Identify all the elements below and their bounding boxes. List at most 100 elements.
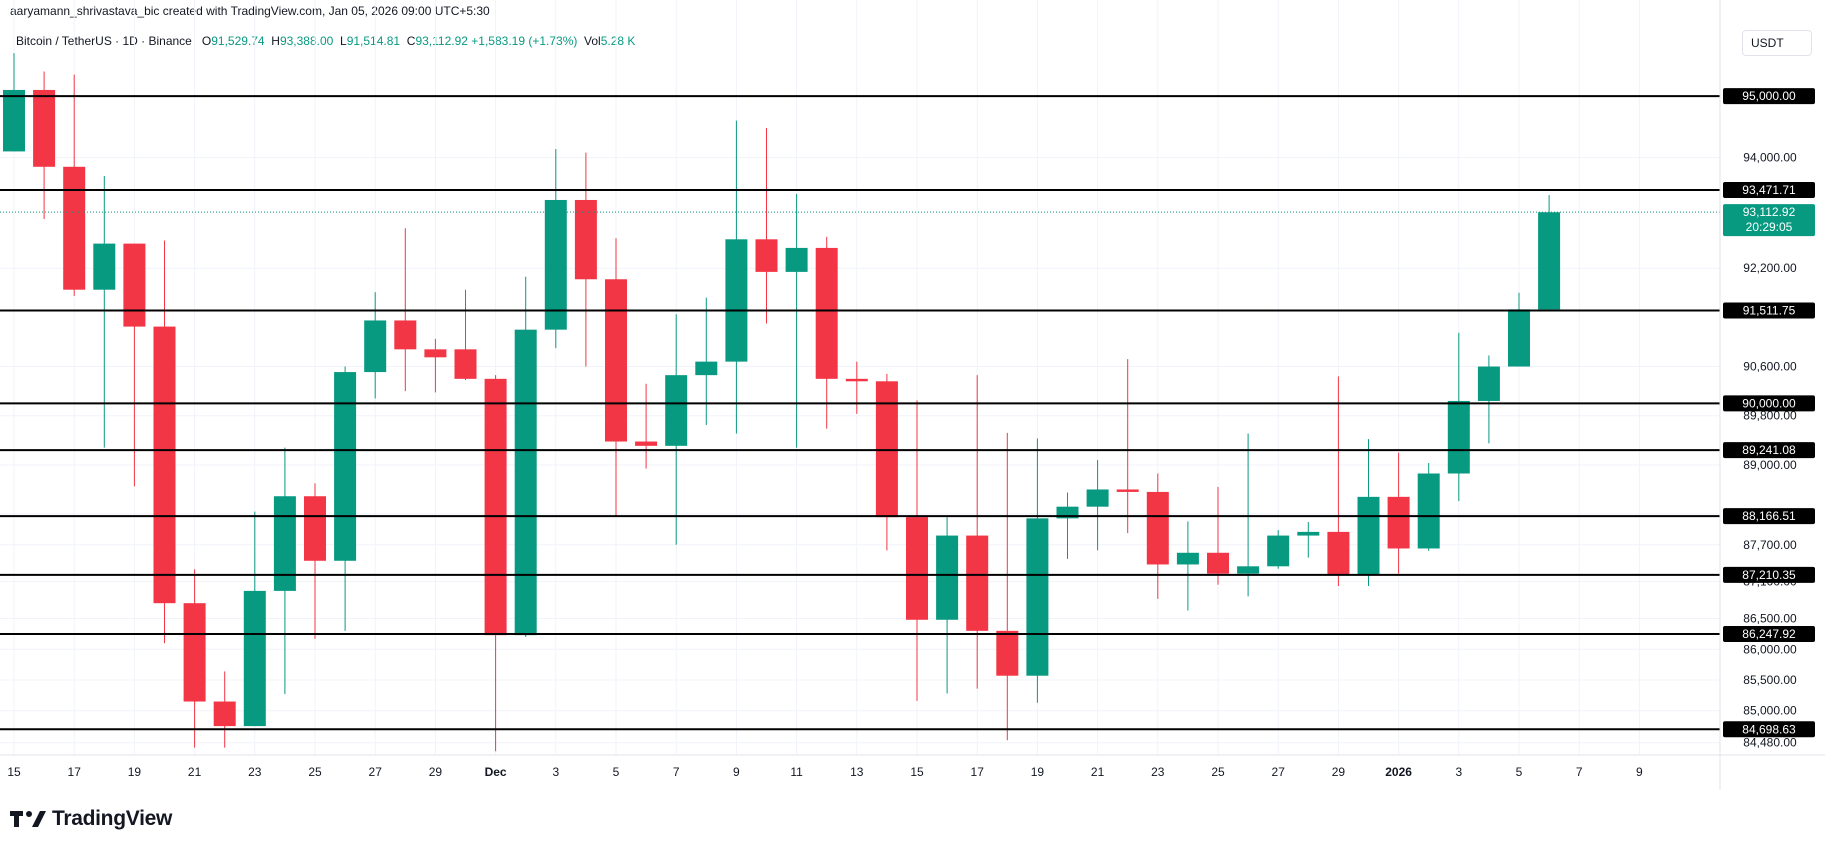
x-tick-label-17: 19 (1031, 765, 1045, 779)
candle-51 (1538, 195, 1561, 311)
candle-17 (514, 276, 537, 637)
candle-body-38 (1146, 491, 1169, 565)
candle-body-22 (665, 375, 688, 446)
level-label-bg-7 (1723, 626, 1815, 643)
x-tick-label-22: 29 (1332, 765, 1346, 779)
candle-body-43 (1297, 531, 1320, 536)
y-tick-label-2: 90,600.00 (1743, 360, 1797, 374)
x-tick-label-7: 29 (429, 765, 443, 779)
currency-button[interactable]: USDT (1742, 30, 1812, 56)
level-label-3: 90,000.00 (1742, 396, 1796, 410)
x-tick-label-9: 3 (552, 765, 559, 779)
candle-body-18 (544, 199, 567, 330)
candle-43 (1297, 522, 1320, 558)
candle-body-48 (1447, 400, 1470, 474)
candle-19 (574, 152, 597, 367)
legend-close: 93,112.92 (415, 34, 468, 48)
candle-body-32 (966, 535, 989, 631)
candle-11 (334, 366, 357, 631)
legend-vol-label: Vol (584, 34, 601, 48)
tradingview-logo-text: TradingView (52, 807, 173, 830)
legend-high: 93,388.00 (279, 34, 334, 48)
candle-13 (394, 228, 417, 392)
candle-body-17 (514, 329, 537, 636)
level-label-5: 88,166.51 (1742, 509, 1796, 523)
candle-body-16 (484, 378, 507, 636)
x-tick-label-15: 15 (910, 765, 924, 779)
level-label-bg-4 (1723, 442, 1815, 459)
x-tick-label-21: 27 (1272, 765, 1286, 779)
candle-layer (3, 53, 1561, 752)
candle-6 (183, 569, 206, 748)
candle-34 (1026, 438, 1049, 703)
candle-27 (815, 236, 838, 429)
level-label-bg-1 (1723, 182, 1815, 199)
x-tick-label-10: 5 (613, 765, 620, 779)
candle-body-30 (906, 517, 928, 620)
candle-33 (996, 432, 1019, 741)
candle-body-1 (33, 89, 56, 167)
candle-body-6 (183, 603, 206, 702)
x-tick-label-23: 2026 (1385, 765, 1412, 779)
candle-body-19 (574, 199, 597, 280)
candle-body-44 (1327, 531, 1350, 575)
x-tick-label-16: 17 (971, 765, 985, 779)
candle-body-29 (875, 381, 898, 518)
current-price-label: 93,112.92 (1743, 205, 1796, 219)
candle-1 (33, 71, 56, 220)
level-label-8: 84,698.63 (1742, 722, 1796, 736)
candle-body-36 (1086, 489, 1109, 507)
candle-body-49 (1477, 366, 1500, 401)
x-tick-label-27: 9 (1636, 765, 1643, 779)
candle-3 (93, 176, 116, 448)
candle-body-35 (1056, 506, 1079, 519)
y-tick-label-12: 84,480.00 (1743, 736, 1797, 750)
candle-32 (966, 375, 989, 689)
symbol-legend[interactable]: Bitcoin / TetherUS · 1D · Binance O91,52… (16, 34, 635, 48)
candle-body-47 (1417, 473, 1440, 549)
candle-body-46 (1387, 496, 1410, 549)
level-label-bg-5 (1723, 508, 1815, 525)
level-label-6: 87,210.35 (1742, 568, 1796, 582)
x-tick-label-25: 5 (1516, 765, 1523, 779)
candle-10 (304, 483, 326, 639)
candle-body-10 (304, 496, 326, 561)
candle-7 (213, 671, 236, 748)
tradingview-logo[interactable]: TradingView (10, 806, 172, 832)
y-tick-label-8: 86,500.00 (1743, 612, 1797, 626)
candle-body-24 (725, 239, 748, 362)
attribution-text: aaryamann_shrivastava_bic created with T… (10, 4, 490, 18)
candle-40 (1207, 487, 1229, 585)
x-tick-label-8: Dec (485, 765, 507, 779)
candle-29 (875, 373, 898, 551)
y-tick-label-4: 89,000.00 (1743, 458, 1797, 472)
y-tick-label-7: 87,100.00 (1743, 575, 1797, 589)
candle-body-21 (635, 441, 658, 446)
legend-vol: 5.28 K (600, 34, 636, 48)
candle-body-40 (1207, 552, 1229, 574)
x-tick-label-3: 21 (188, 765, 202, 779)
candle-body-11 (334, 372, 357, 561)
candle-body-4 (123, 243, 146, 327)
candle-body-31 (936, 535, 959, 620)
y-tick-label-10: 85,500.00 (1743, 673, 1797, 687)
candle-49 (1477, 355, 1500, 444)
x-tick-label-24: 3 (1455, 765, 1462, 779)
candle-18 (544, 148, 567, 349)
candle-41 (1237, 433, 1260, 597)
legend-change: +1,583.19 (+1.73%) (471, 34, 578, 48)
candle-30 (906, 400, 928, 701)
x-tick-label-26: 7 (1576, 765, 1583, 779)
candle-23 (695, 297, 718, 425)
candle-12 (364, 292, 387, 399)
grid-layer (0, 0, 1720, 755)
axis-layer: 94,000.00 92,200.00 90,600.00 89,800.00 89,0… (0, 0, 1825, 790)
level-label-bg-2 (1723, 302, 1815, 319)
y-tick-label-1: 92,200.00 (1743, 261, 1797, 275)
legend-symbol: Bitcoin / TetherUS · 1D · Binance (16, 34, 192, 48)
x-tick-label-0: 15 (7, 765, 21, 779)
candle-0 (3, 53, 25, 152)
candle-37 (1116, 359, 1139, 534)
